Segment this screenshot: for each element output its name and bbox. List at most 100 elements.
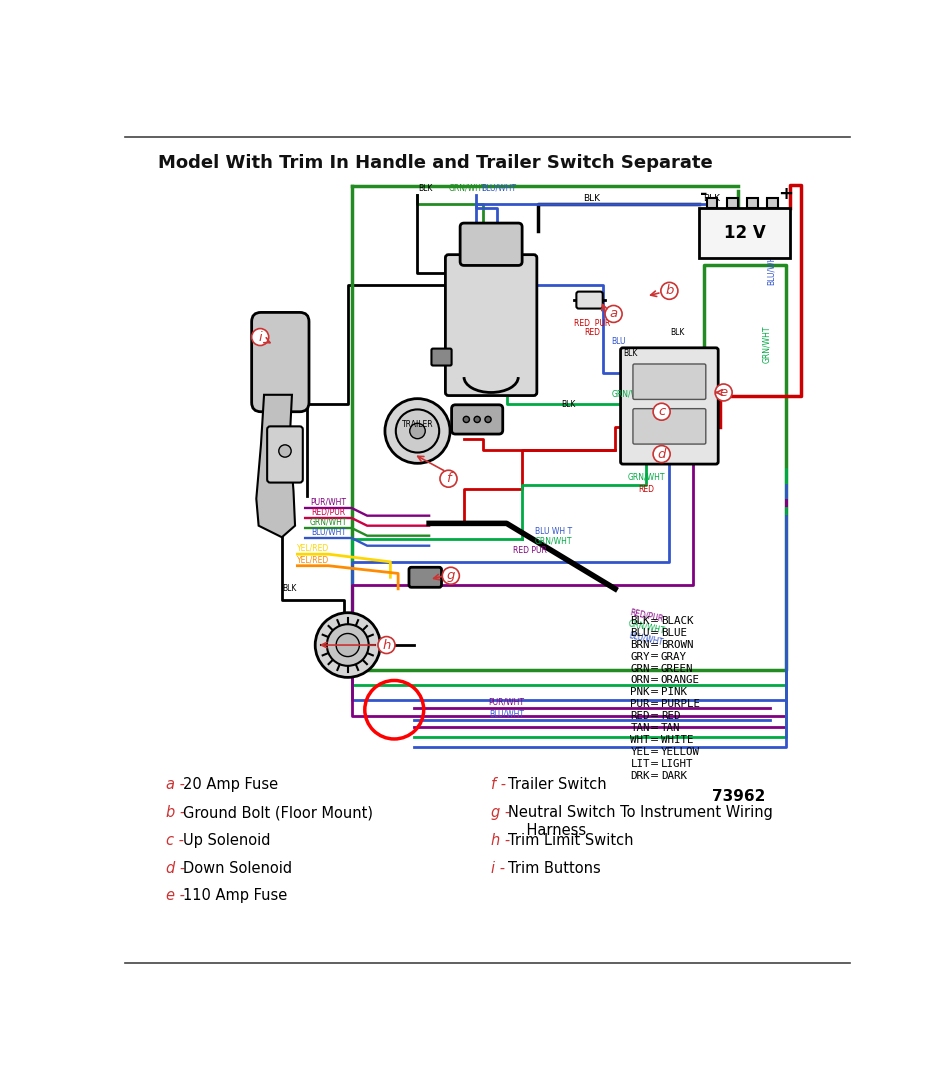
Text: BLU WH T: BLU WH T [534,527,571,536]
Text: =: = [649,663,659,673]
Text: -: - [699,185,706,203]
Text: b: b [664,284,673,297]
Text: PUR/WHT: PUR/WHT [488,698,524,707]
Text: =: = [649,639,659,650]
Text: a: a [609,307,617,320]
Text: =: = [649,747,659,757]
Circle shape [409,424,425,439]
Text: =: = [649,699,659,709]
Text: Trailer Switch: Trailer Switch [507,778,606,793]
Text: PNK: PNK [630,687,649,697]
Text: BLU/WHT: BLU/WHT [766,250,775,285]
Text: f -: f - [490,778,506,793]
Text: PINK: PINK [660,687,686,697]
Text: BROWN: BROWN [660,639,693,650]
Text: BLU: BLU [630,627,649,638]
Circle shape [714,384,731,401]
Text: Trim Limit Switch: Trim Limit Switch [507,833,633,848]
FancyBboxPatch shape [698,208,789,258]
Text: BLK: BLK [630,615,649,626]
Circle shape [279,444,291,457]
Text: Trim Buttons: Trim Buttons [507,860,601,876]
Text: h: h [382,638,390,651]
Text: BLU: BLU [611,338,625,346]
Text: a -: a - [166,778,185,793]
Circle shape [395,409,439,453]
FancyBboxPatch shape [267,427,303,482]
Text: BLK: BLK [669,328,684,337]
Circle shape [385,399,449,463]
Text: =: = [649,687,659,697]
Text: Down Solenoid: Down Solenoid [183,860,291,876]
Circle shape [327,624,368,665]
Text: ORANGE: ORANGE [660,675,699,685]
Text: =: = [649,771,659,781]
Text: GREEN: GREEN [660,663,693,673]
Text: PURPLE: PURPLE [660,699,699,709]
Circle shape [440,470,457,487]
Circle shape [473,416,480,423]
Text: BLU/WHT: BLU/WHT [627,631,664,647]
Text: GRN: GRN [630,663,649,673]
Text: BLU/WHT: BLU/WHT [481,184,516,193]
Text: d: d [657,448,665,461]
Text: LIGHT: LIGHT [660,759,693,769]
Text: BLK: BLK [418,184,432,193]
Text: DARK: DARK [660,771,686,781]
Text: BLUE: BLUE [660,627,686,638]
Text: 12 V: 12 V [723,223,764,242]
Text: Model With Trim In Handle and Trailer Switch Separate: Model With Trim In Handle and Trailer Sw… [158,154,712,172]
Text: YEL/RED: YEL/RED [296,555,328,564]
Text: =: = [649,711,659,721]
Text: BLK: BLK [703,194,720,203]
Text: RED  PUR: RED PUR [573,319,609,328]
Text: GRN/WHT: GRN/WHT [761,326,770,364]
Text: GRN/WHT: GRN/WHT [534,537,571,546]
FancyBboxPatch shape [632,408,705,444]
Text: g -: g - [490,805,509,820]
FancyBboxPatch shape [705,198,717,208]
Text: BLK: BLK [561,400,575,408]
Text: +: + [778,185,792,203]
FancyBboxPatch shape [620,347,718,464]
Text: RED/PUR: RED/PUR [627,608,663,624]
Text: TRAILER: TRAILER [401,420,433,429]
Text: ORN: ORN [630,675,649,685]
FancyBboxPatch shape [445,255,536,395]
FancyBboxPatch shape [576,292,602,308]
Text: GRN/WHT: GRN/WHT [626,619,664,636]
Text: f: f [446,473,450,486]
Text: TAN: TAN [660,723,680,733]
Text: GRN/WHT: GRN/WHT [611,390,648,399]
Text: PUR: PUR [630,699,649,709]
Text: d -: d - [166,860,185,876]
Text: BLK: BLK [583,194,600,203]
Text: GRY: GRY [630,651,649,662]
FancyBboxPatch shape [460,223,522,266]
Text: c -: c - [166,833,184,848]
Text: =: = [649,627,659,638]
Text: RED: RED [660,711,680,721]
Circle shape [605,306,622,322]
Text: =: = [649,675,659,685]
Circle shape [251,329,268,345]
Text: BLK: BLK [282,585,296,594]
Circle shape [378,637,395,653]
Text: LIT: LIT [630,759,649,769]
Text: i: i [258,331,262,343]
Text: c: c [657,405,664,418]
Text: RED: RED [638,485,653,494]
Text: RED/PUR: RED/PUR [311,507,345,516]
Text: DRK: DRK [630,771,649,781]
Text: Ground Bolt (Floor Mount): Ground Bolt (Floor Mount) [183,805,372,820]
Text: b -: b - [166,805,185,820]
Text: WHITE: WHITE [660,735,693,745]
Text: BLU/WHT: BLU/WHT [310,527,346,537]
Circle shape [336,634,359,657]
Text: BLACK: BLACK [660,615,693,626]
Text: 20 Amp Fuse: 20 Amp Fuse [183,778,278,793]
FancyBboxPatch shape [726,198,737,208]
Text: g: g [446,570,454,583]
Text: 110 Amp Fuse: 110 Amp Fuse [183,889,287,904]
Text: GRAY: GRAY [660,651,686,662]
